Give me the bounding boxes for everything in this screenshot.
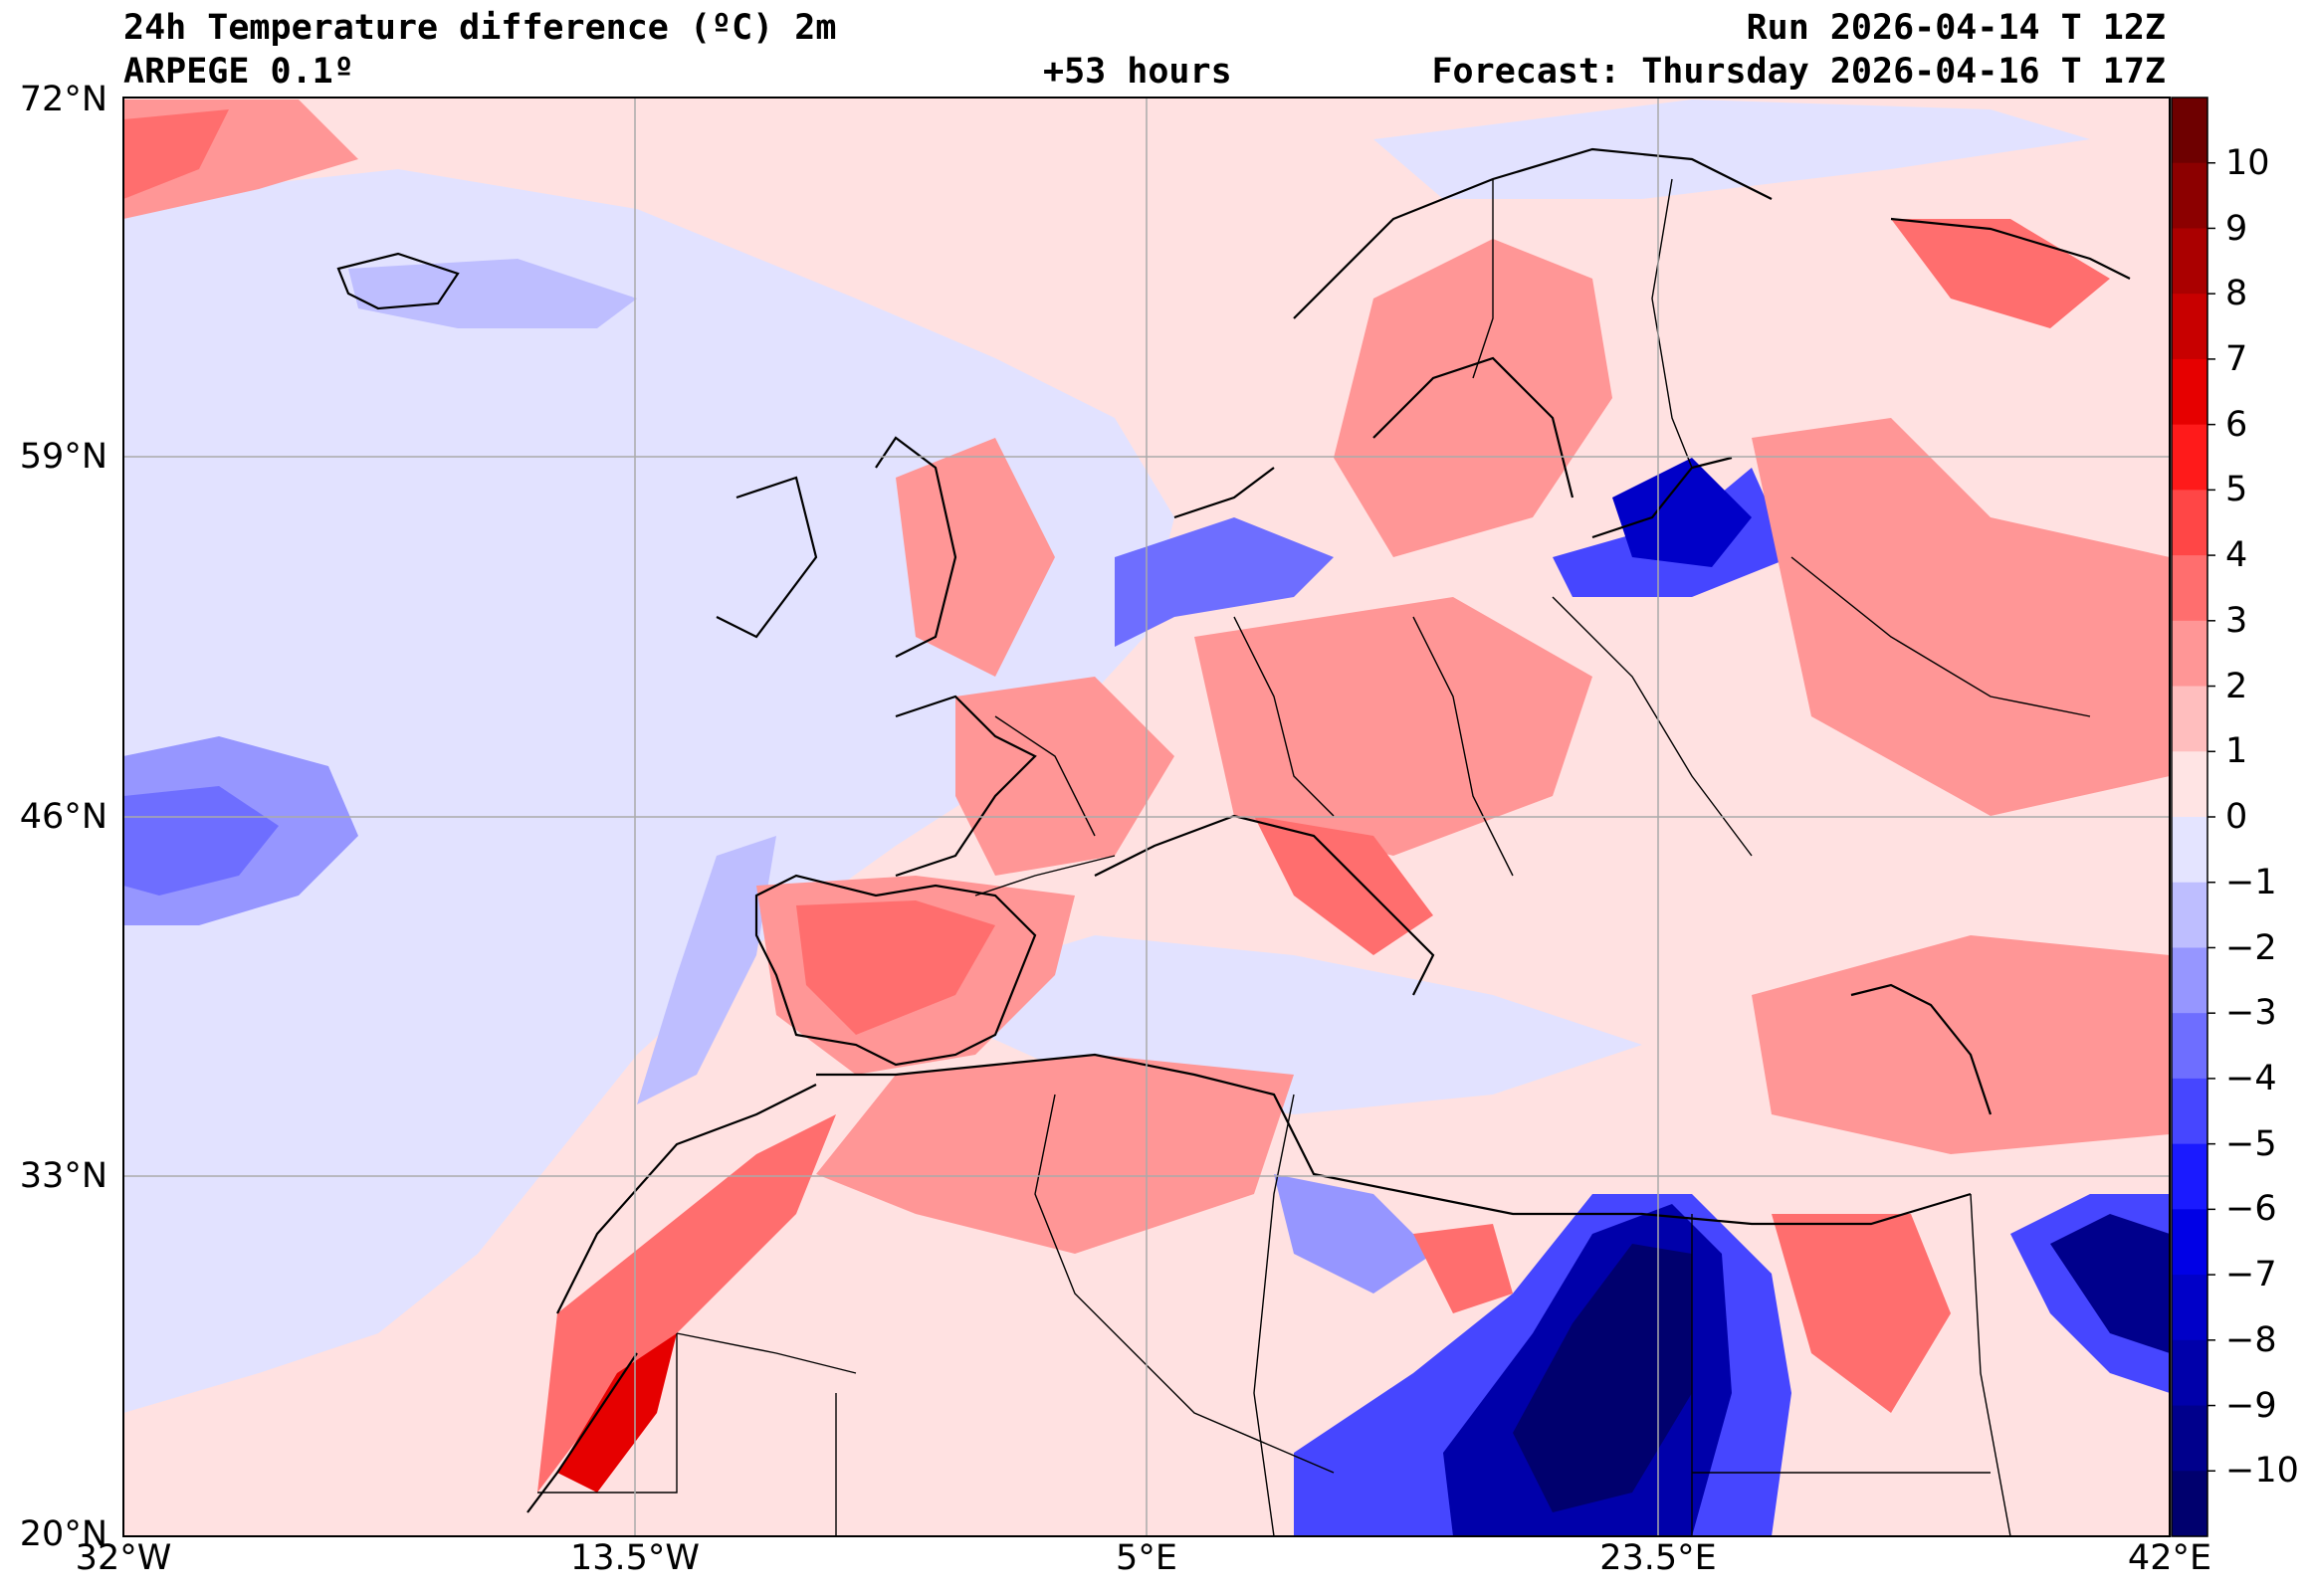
colorbar-label: 1 — [2225, 731, 2248, 772]
warm-anomaly — [1891, 219, 2110, 328]
colorbar-label: 10 — [2225, 142, 2270, 183]
lat-label-20n: 20°N — [19, 1514, 107, 1554]
cold-anomaly — [1612, 458, 1752, 567]
cold-anomaly — [1115, 517, 1334, 647]
warm-anomaly — [1334, 239, 1612, 557]
colorbar-segment — [2172, 294, 2207, 360]
borders — [537, 178, 2091, 1536]
warm-anomaly — [1752, 418, 2170, 816]
colorbar-segment — [2172, 817, 2207, 884]
colorbar-label: 8 — [2225, 274, 2248, 314]
warm-anomaly — [1254, 816, 1433, 955]
warm-anomaly — [1772, 1214, 1951, 1413]
colorbar-segment — [2172, 162, 2207, 230]
colorbar-label: 5 — [2225, 470, 2248, 510]
warm-anomaly — [1752, 935, 2170, 1154]
colorbar-label: −7 — [2225, 1255, 2277, 1296]
colorbar-segment — [2172, 490, 2207, 556]
colorbar-label: −8 — [2225, 1319, 2277, 1360]
colorbar-label: 3 — [2225, 600, 2248, 641]
cold-anomaly — [2050, 1214, 2170, 1353]
colorbar-segment — [2172, 1143, 2207, 1210]
lead-time-label: +53 hours — [1043, 52, 1232, 92]
lon-label-13-5w: 13.5°W — [569, 1538, 701, 1578]
colorbar-label: −4 — [2225, 1058, 2277, 1098]
colorbar-label: −9 — [2225, 1385, 2277, 1426]
colorbar-label: −5 — [2225, 1123, 2277, 1164]
lat-label-72n: 72°N — [19, 80, 107, 119]
colorbar-segment — [2172, 1275, 2207, 1341]
colorbar-label: 6 — [2225, 404, 2248, 445]
cold-anomaly — [1274, 1174, 1433, 1294]
colorbar-segment — [2172, 358, 2207, 426]
lat-label-59n: 59°N — [19, 437, 107, 477]
lat-label-33n: 33°N — [19, 1156, 107, 1196]
coastlines — [336, 147, 2131, 1513]
map-title: 24h Temperature difference (ºC) 2m — [123, 8, 837, 48]
colorbar-segment — [2172, 1405, 2207, 1472]
lon-label-42e: 42°E — [2127, 1538, 2212, 1578]
colorbar-segment — [2172, 1078, 2207, 1145]
map-frame — [122, 97, 2171, 1537]
colorbar-label: −10 — [2225, 1451, 2299, 1492]
colorbar-segment — [2172, 882, 2207, 949]
colorbar-segment — [2172, 1013, 2207, 1080]
warm-anomaly — [816, 1055, 1294, 1254]
cold-anomaly — [637, 836, 776, 1104]
lon-label-5e: 5°E — [1116, 1538, 1177, 1578]
colorbar-segment — [2172, 620, 2207, 688]
lat-label-46n: 46°N — [19, 797, 107, 837]
cold-anomaly — [123, 786, 279, 896]
colorbar-label: −2 — [2225, 927, 2277, 968]
colorbar-segment — [2172, 751, 2207, 818]
forecast-time-label: Forecast: Thursday 2026-04-16 T 17Z — [1431, 52, 2166, 92]
colorbar-segment — [2172, 947, 2207, 1014]
colorbar-segment — [2172, 555, 2207, 622]
run-label: Run 2026-04-14 T 12Z — [1746, 8, 2166, 48]
cold-anomaly — [348, 259, 637, 328]
colorbar-frame — [2171, 97, 2208, 1537]
warm-anomaly — [123, 109, 229, 199]
colorbar — [2172, 98, 2215, 1537]
colorbar-segment — [2172, 1339, 2207, 1407]
colorbar-label: 0 — [2225, 797, 2248, 837]
colorbar-label: 9 — [2225, 208, 2248, 249]
warm-anomaly — [896, 438, 1055, 677]
ocean-cool-area — [1373, 100, 2090, 199]
lon-label-23-5e: 23.5°E — [1599, 1538, 1717, 1578]
colorbar-segment — [2172, 1471, 2207, 1537]
colorbar-label: −1 — [2225, 862, 2277, 902]
colorbar-label: −6 — [2225, 1189, 2277, 1230]
warm-anomaly — [557, 1333, 677, 1493]
colorbar-label: 2 — [2225, 666, 2248, 706]
warm-anomaly — [796, 900, 995, 1035]
colorbar-label: 4 — [2225, 535, 2248, 576]
colorbar-segment — [2172, 228, 2207, 295]
graticule — [123, 98, 2170, 1536]
warm-anomaly — [1413, 1224, 1513, 1313]
temperature-field — [123, 98, 2170, 1536]
colorbar-segment — [2172, 424, 2207, 491]
colorbar-segment — [2172, 1209, 2207, 1276]
lon-label-32w: 32°W — [75, 1538, 172, 1578]
colorbar-segment — [2172, 98, 2207, 164]
model-label: ARPEGE 0.1º — [123, 52, 354, 92]
cold-anomaly — [1513, 1244, 1692, 1512]
colorbar-segment — [2172, 686, 2207, 752]
colorbar-label: 7 — [2225, 338, 2248, 379]
colorbar-label: −3 — [2225, 993, 2277, 1034]
warm-anomaly — [1194, 597, 1592, 856]
